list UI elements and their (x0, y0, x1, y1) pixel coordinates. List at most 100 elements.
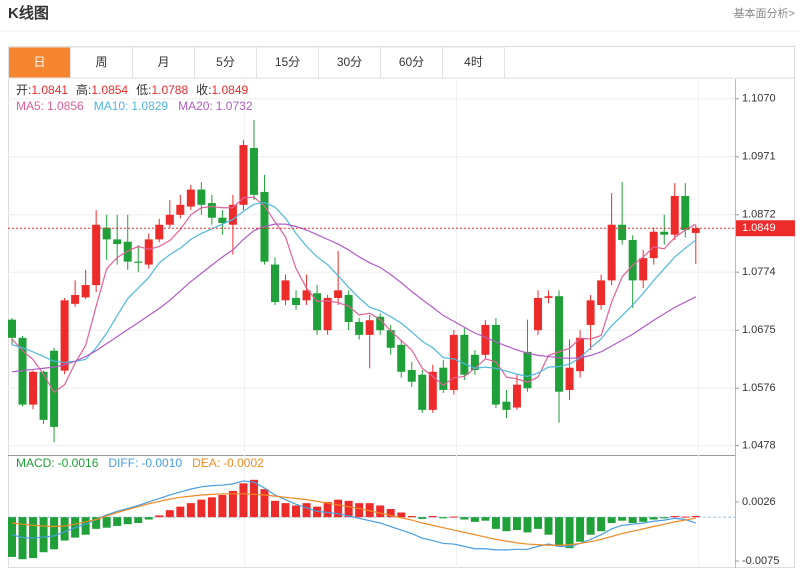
tab[interactable] (318, 46, 381, 79)
candle-body (292, 297, 301, 305)
y-tick-label: 0.0026 (742, 496, 776, 508)
candle-body (165, 214, 174, 225)
macd-bar (691, 516, 700, 518)
candle-body (50, 350, 59, 427)
y-tick-label: -0.0075 (742, 555, 779, 567)
legend-name: MA5: (16, 99, 44, 113)
macd-bar (586, 517, 595, 535)
macd-bar (239, 483, 248, 518)
readout-label: 高: (76, 82, 91, 97)
macd-bar (460, 517, 469, 520)
tab-label[interactable]: 5分 (216, 55, 235, 69)
macd-bar (544, 517, 553, 535)
legend-value: 1.0856 (47, 99, 84, 113)
macd-bar (102, 517, 111, 528)
legend-value: 1.0732 (216, 99, 253, 113)
tab-label[interactable]: 月 (157, 55, 169, 69)
y-tick-label: 1.0478 (742, 440, 776, 452)
candle-body (207, 203, 216, 218)
macd-bar (397, 512, 406, 518)
tab-label[interactable]: 日 (33, 55, 45, 69)
legend-name: DIFF: (108, 456, 138, 470)
candle-body (491, 324, 500, 405)
readout-label: 低: (136, 83, 151, 97)
candle-body (597, 280, 606, 305)
macd-bar (439, 517, 448, 519)
tab[interactable] (442, 46, 505, 79)
macd-bar (92, 517, 101, 529)
tab[interactable] (194, 46, 257, 79)
candle-body (607, 224, 616, 281)
readout-value: 1.0849 (211, 83, 248, 97)
y-tick-label: 1.0774 (742, 266, 776, 278)
fundamental-link[interactable]: 基本面分析> (734, 6, 795, 20)
candle-body (228, 204, 237, 225)
macd-bar (491, 517, 500, 529)
macd-bar (355, 503, 364, 518)
candle-body (407, 370, 416, 382)
macd-bar (449, 516, 458, 518)
tab[interactable] (132, 46, 195, 79)
macd-bar (512, 517, 521, 531)
tab[interactable] (256, 46, 319, 79)
candle-body (155, 224, 164, 240)
macd-bar (197, 499, 206, 518)
candle-body (92, 224, 101, 286)
tab-label[interactable]: 4时 (464, 55, 483, 69)
macd-bar (176, 506, 185, 518)
candle-body (628, 239, 637, 281)
y-tick-label: 1.0675 (742, 324, 776, 336)
y-tick-label: 1.0576 (742, 382, 776, 394)
candle-body (502, 401, 511, 410)
macd-bar (39, 517, 48, 553)
candle-body (439, 367, 448, 390)
candle-body (534, 297, 542, 331)
macd-bar (386, 508, 395, 518)
candle-body (449, 334, 458, 390)
macd-bar (649, 517, 658, 520)
macd-bar (534, 517, 542, 529)
tab-label[interactable]: 30分 (337, 55, 362, 69)
candle-body (302, 290, 311, 301)
macd-bar (281, 503, 290, 518)
macd-bar (470, 517, 479, 522)
indicator-line (11, 223, 697, 373)
y-tick-label: 1.0872 (742, 209, 776, 221)
candle-body (481, 324, 490, 355)
candle-body (344, 295, 353, 322)
macd-bar (597, 517, 606, 532)
candle-body (60, 300, 69, 371)
candle-body (249, 147, 258, 195)
readout-value: 1.0841 (31, 83, 68, 97)
legend-name: MA20: (178, 99, 213, 113)
candle-body (102, 227, 111, 240)
legend-value: -0.0016 (58, 456, 99, 470)
candle-body (239, 145, 248, 205)
candle-body (144, 239, 153, 265)
macd-bar (186, 503, 195, 518)
candle-body (618, 224, 627, 240)
macd-bar (60, 517, 69, 541)
candle-body (681, 196, 690, 230)
macd-bar (228, 490, 237, 518)
macd-bar (618, 517, 627, 521)
readout-label: 收: (196, 83, 211, 97)
page-title: K线图 (8, 4, 49, 22)
tab[interactable] (380, 46, 443, 79)
macd-bar (628, 517, 637, 524)
candle-body (376, 316, 385, 331)
tab[interactable] (8, 46, 71, 79)
tab-label[interactable]: 周 (95, 55, 107, 69)
macd-bar (576, 517, 585, 542)
candle-body (8, 319, 16, 338)
macd-bar (249, 479, 258, 518)
macd-bar (8, 517, 16, 557)
candle-body (81, 285, 90, 298)
candle-body (365, 320, 374, 335)
candle-body (197, 189, 206, 205)
last-price-box (736, 220, 795, 237)
legend-name: MA10: (94, 99, 129, 113)
tab-label[interactable]: 60分 (399, 55, 424, 69)
tab-label[interactable]: 15分 (275, 55, 300, 69)
